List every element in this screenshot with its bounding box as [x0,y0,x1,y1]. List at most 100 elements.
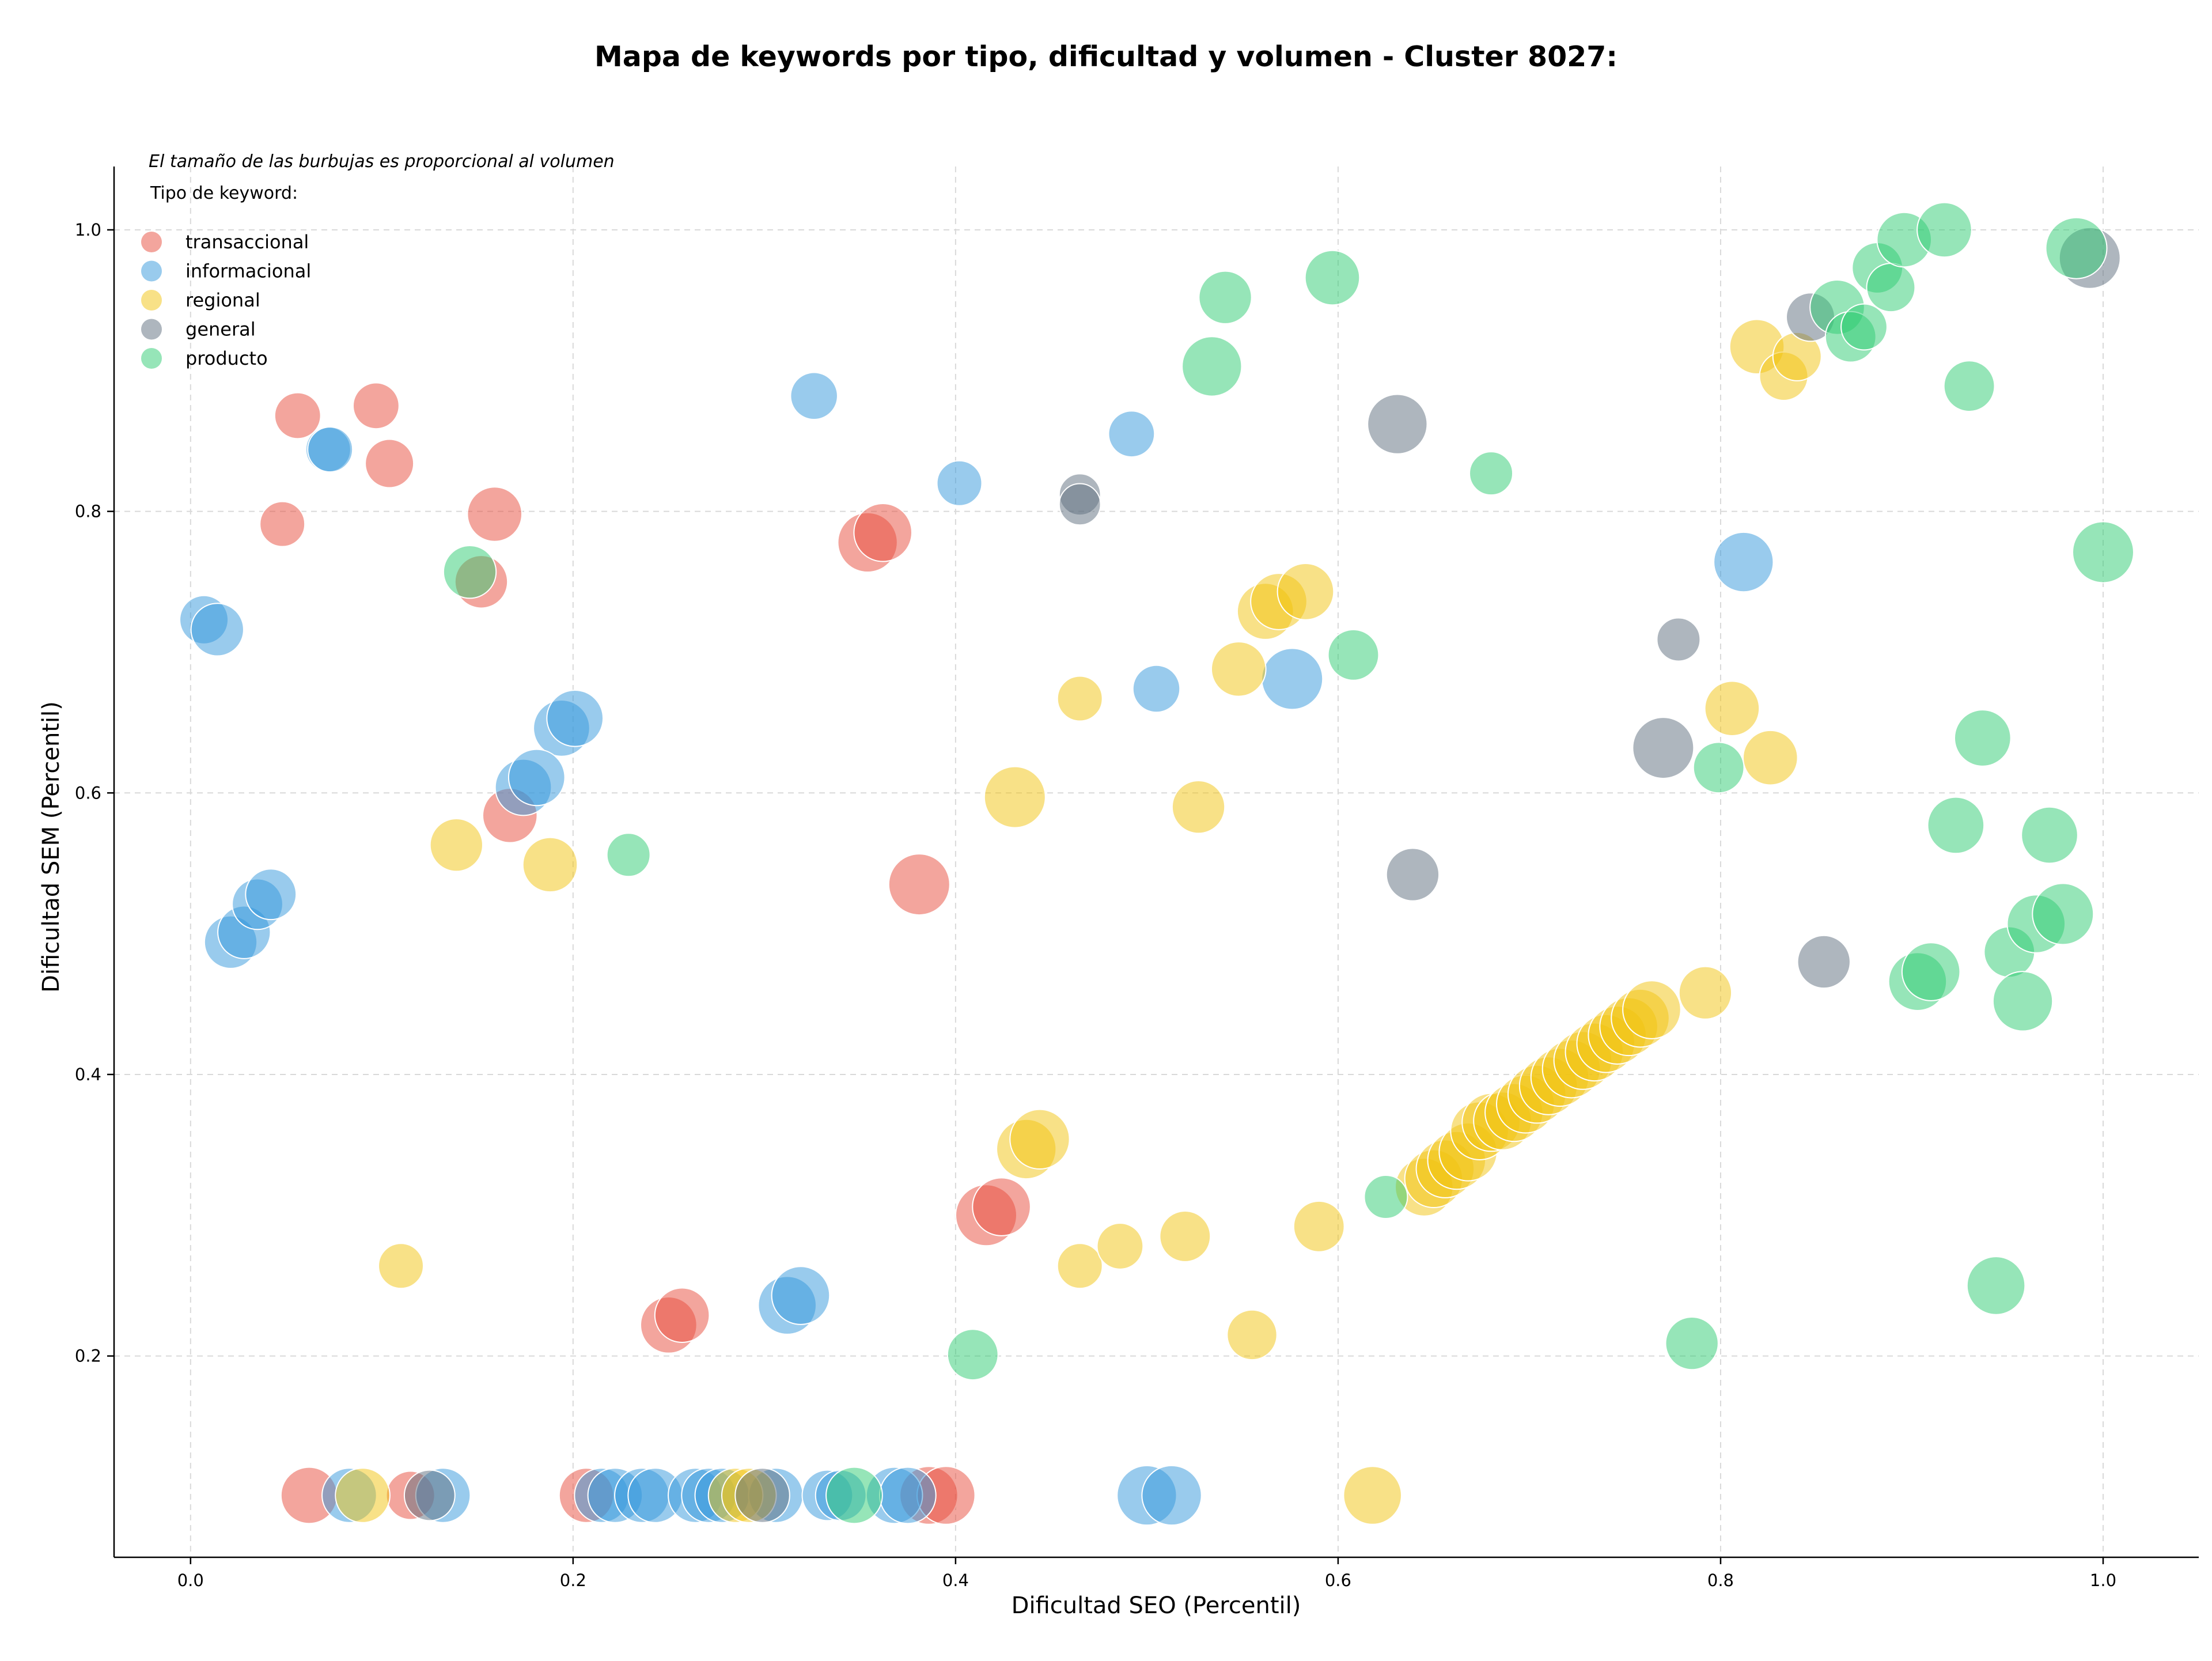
bubble-general [1632,717,1695,780]
bubble-transaccional [467,486,523,542]
bubble-regional [1742,729,1798,786]
y-axis-label: Dificultad SEM (Percentil) [38,701,65,993]
bubble-regional [1210,641,1267,697]
bubble-producto [1966,1256,2026,1315]
bubble-informacional [307,426,354,473]
bubble-regional [429,818,483,872]
bubble-producto [1181,336,1243,397]
bubble-informacional [546,689,604,747]
x-tick-label: 0.8 [1707,1571,1734,1590]
bubble-producto [1916,202,1972,258]
bubble-informacional [1132,664,1181,713]
bubble-producto [2032,883,2094,945]
bubble-producto [1665,1316,1719,1371]
bubble-regional [1704,680,1760,736]
legend-marker-informacional [141,260,162,282]
bubble-producto [1866,263,1916,313]
bubble-regional [1293,1200,1345,1253]
legend-label-producto: producto [185,347,268,369]
legend-label-informacional: informacional [185,260,311,282]
bubble-regional [1678,966,1733,1020]
y-tick-label: 0.4 [75,1065,101,1084]
x-tick-label: 0.6 [1325,1571,1351,1590]
x-tick-label: 0.2 [560,1571,586,1590]
bubble-regional [1096,1223,1144,1270]
bubble-producto [2045,217,2108,279]
bubble-producto [1363,1175,1408,1220]
bubble-producto [442,545,497,599]
x-axis-ticks: 0.0 0.2 0.4 0.6 0.8 1.0 [177,1557,2116,1590]
bubble-regional [1056,675,1103,722]
x-tick-label: 0.0 [177,1571,204,1590]
y-tick-label: 0.8 [75,502,101,521]
bubble-transaccional [259,501,306,547]
bubble-regional [1226,1309,1278,1361]
bubble-informacional [879,1466,937,1524]
bubble-regional [983,766,1046,828]
bubble-layer [179,202,2134,1526]
bubble-producto [1943,360,1995,413]
bubble-regional [1159,1210,1211,1262]
bubble-regional [522,837,578,893]
bubble-general [403,1469,456,1522]
grid-lines [114,167,2199,1557]
bubble-regional [378,1243,424,1289]
bubble-informacional [1108,410,1156,458]
bubble-general [1058,483,1101,526]
bubble-producto [1927,796,1985,854]
bubble-informacional [1713,531,1774,593]
legend-marker-producto [141,348,162,369]
y-tick-label: 1.0 [75,220,101,240]
bubble-producto [2021,806,2078,864]
bubble-informacional [507,748,566,807]
bubble-informacional [1141,1465,1202,1526]
bubble-regional [335,1467,391,1523]
bubble-size-note: El tamaño de las burbujas es proporciona… [149,152,615,172]
x-axis-label: Dificultad SEO (Percentil) [1012,1592,1301,1619]
y-axis-ticks: 0.2 0.4 0.6 0.8 1.0 [75,220,114,1366]
bubble-transaccional [365,438,415,489]
bubble-informacional [771,1266,831,1325]
bubble-producto [1304,249,1361,306]
bubble-regional [1343,1466,1402,1525]
bubble-producto [1992,971,2054,1032]
legend-marker-transaccional [141,232,162,252]
bubble-general [1367,394,1428,455]
bubble-producto [1327,629,1380,681]
bubble-general [734,1467,790,1523]
x-tick-label: 0.4 [942,1571,969,1590]
legend-label-regional: regional [185,289,260,311]
x-tick-label: 1.0 [2090,1571,2116,1590]
bubble-producto [1901,942,1961,1001]
axes [113,167,2199,1558]
bubble-regional [1009,1108,1070,1170]
y-tick-label: 0.6 [75,783,101,803]
legend-label-transaccional: transaccional [185,231,309,253]
bubble-producto [2072,521,2134,584]
series-transaccional [259,382,1031,1525]
y-tick-label: 0.2 [75,1346,101,1366]
bubble-informacional [190,603,244,657]
bubble-general [1797,934,1851,989]
legend: transaccional informacional regional genera… [141,231,311,369]
legend-label-general: general [185,319,256,340]
bubble-transaccional [654,1287,710,1344]
bubble-informacional [790,372,838,421]
bubble-producto [1198,270,1252,324]
chart-title: Mapa de keywords por tipo, dificultad y … [594,40,1618,73]
series-producto [442,202,2134,1524]
bubble-general [1385,847,1440,902]
bubble-informacional [245,868,297,921]
bubble-regional [1622,980,1681,1039]
bubble-producto [1692,741,1745,794]
bubble-transaccional [352,382,400,430]
bubble-regional [1056,1243,1103,1289]
bubble-general [1656,617,1701,662]
bubble-transaccional [972,1177,1031,1236]
bubble-producto [825,1466,883,1524]
bubble-producto [606,833,651,877]
bubble-informacional [1261,648,1324,710]
series-regional [335,319,1822,1525]
legend-title: Tipo de keyword: [150,183,298,203]
